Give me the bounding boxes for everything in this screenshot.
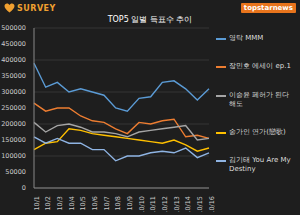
svg-text:100000: 100000 xyxy=(8,152,26,160)
svg-text:150000: 150000 xyxy=(8,136,26,144)
svg-text:10/5: 10/5 xyxy=(79,196,87,211)
html-text:topstarnews: topstarnews xyxy=(243,4,293,12)
html-text:SURVEY: SURVEY xyxy=(17,3,56,13)
html-text:장민호 에세이 ep.1: 장민호 에세이 ep.1 xyxy=(229,62,291,71)
svg-text:10/8: 10/8 xyxy=(114,196,122,211)
svg-text:10/16: 10/16 xyxy=(208,196,215,212)
svg-text:10/10: 10/10 xyxy=(138,196,146,212)
svg-text:10/12: 10/12 xyxy=(161,196,169,212)
svg-text:10/14: 10/14 xyxy=(184,196,192,212)
html-text:송가인 연가(戀歌): 송가인 연가(戀歌) xyxy=(229,127,286,136)
svg-text:10/9: 10/9 xyxy=(126,196,134,211)
svg-text:200000: 200000 xyxy=(8,120,26,128)
svg-text:250000: 250000 xyxy=(8,104,26,112)
svg-text:450000: 450000 xyxy=(8,40,26,48)
svg-text:500000: 500000 xyxy=(8,24,26,32)
svg-text:10/15: 10/15 xyxy=(196,196,204,212)
html-text:영탁 MMM: 영탁 MMM xyxy=(229,34,264,42)
html-text:TOP5 일별 득표수 추이: TOP5 일별 득표수 추이 xyxy=(107,15,193,24)
svg-text:10/2: 10/2 xyxy=(44,196,52,211)
svg-text:50000: 50000 xyxy=(8,168,26,176)
svg-text:10/3: 10/3 xyxy=(56,196,64,211)
svg-text:10/13: 10/13 xyxy=(173,196,181,212)
html-text:이승윤 페허가 된다 해도: 이승윤 페허가 된다 해도 xyxy=(229,90,290,108)
svg-text:300000: 300000 xyxy=(8,88,26,96)
svg-text:10/4: 10/4 xyxy=(68,196,76,211)
html-text:김기태 You Are My Destiny: 김기태 You Are My Destiny xyxy=(229,156,291,173)
svg-text:350000: 350000 xyxy=(8,72,26,80)
svg-text:10/11: 10/11 xyxy=(149,196,157,212)
svg-text:10/1: 10/1 xyxy=(33,196,41,211)
svg-text:10/7: 10/7 xyxy=(103,196,111,211)
svg-text:0: 0 xyxy=(22,184,26,192)
svg-text:10/6: 10/6 xyxy=(91,196,99,211)
svg-text:400000: 400000 xyxy=(8,56,26,64)
